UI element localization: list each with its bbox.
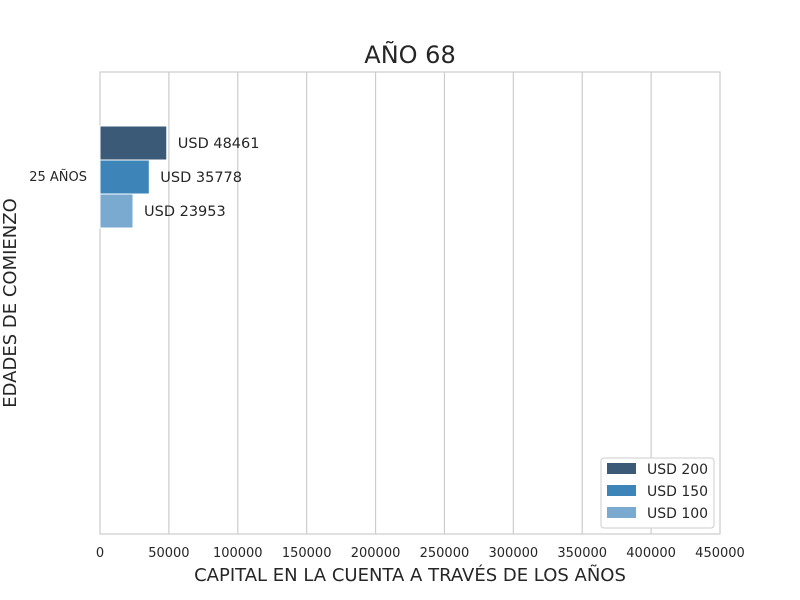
x-axis-ticks: 0 50000 100000 150000 200000 250000 300000 3500… <box>96 546 745 561</box>
plot-area <box>99 71 721 535</box>
x-tick-label: 250000 <box>420 546 470 561</box>
x-axis-label: CAPITAL EN LA CUENTA A TRAVÉS DE LOS AÑO… <box>194 564 626 586</box>
y-axis-ticks: 25 AÑOS <box>29 169 87 185</box>
x-tick-label: 450000 <box>695 546 745 561</box>
data-label: USD 35778 <box>160 170 242 186</box>
legend-swatch <box>607 463 636 474</box>
data-labels: USD 48461 USD 35778 USD 23953 <box>144 136 259 220</box>
bar <box>99 125 168 161</box>
x-tick-label: 50000 <box>148 546 189 561</box>
x-tick-label: 150000 <box>282 546 332 561</box>
legend-swatch <box>607 507 636 518</box>
x-tick-label: 350000 <box>557 546 607 561</box>
legend-label: USD 150 <box>647 484 708 500</box>
x-tick-label: 0 <box>96 546 104 561</box>
grid-lines <box>168 72 652 534</box>
data-label: USD 23953 <box>144 204 226 220</box>
bar <box>99 193 134 229</box>
y-axis-label: EDADES DE COMIENZO <box>0 198 21 407</box>
chart-title: AÑO 68 <box>364 39 455 69</box>
data-label: USD 48461 <box>178 136 260 152</box>
x-tick-label: 200000 <box>351 546 401 561</box>
legend-swatch <box>607 485 636 496</box>
x-tick-label: 100000 <box>213 546 263 561</box>
x-tick-label: 300000 <box>489 546 539 561</box>
x-tick-label: 400000 <box>626 546 676 561</box>
bar <box>99 159 150 195</box>
legend-label: USD 200 <box>647 462 708 478</box>
legend-label: USD 100 <box>647 506 708 522</box>
y-tick-label: 25 AÑOS <box>29 169 87 185</box>
legend: USD 200 USD 150 USD 100 <box>600 457 715 529</box>
bars <box>99 125 168 229</box>
